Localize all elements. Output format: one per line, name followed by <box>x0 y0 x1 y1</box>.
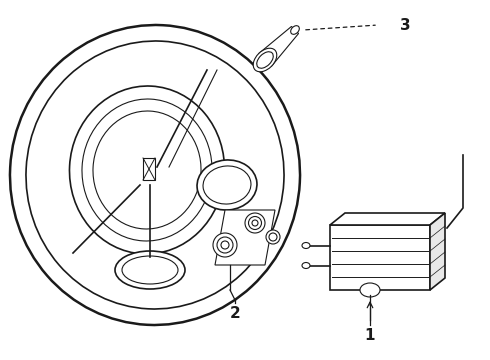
Polygon shape <box>430 213 445 290</box>
FancyBboxPatch shape <box>143 158 155 180</box>
Ellipse shape <box>217 237 233 253</box>
Polygon shape <box>259 27 298 66</box>
Ellipse shape <box>360 283 380 297</box>
Text: 3: 3 <box>400 18 411 32</box>
Ellipse shape <box>248 216 262 230</box>
Ellipse shape <box>197 160 257 210</box>
Ellipse shape <box>266 230 280 244</box>
Ellipse shape <box>10 25 300 325</box>
Polygon shape <box>330 213 445 225</box>
Ellipse shape <box>221 241 229 249</box>
Ellipse shape <box>291 26 299 34</box>
Polygon shape <box>215 210 275 265</box>
Ellipse shape <box>269 233 277 241</box>
Text: 2: 2 <box>230 306 241 320</box>
Ellipse shape <box>245 213 265 233</box>
Ellipse shape <box>70 86 224 254</box>
Ellipse shape <box>253 48 277 72</box>
Ellipse shape <box>213 233 237 257</box>
Ellipse shape <box>252 220 258 226</box>
Polygon shape <box>330 225 430 290</box>
Ellipse shape <box>257 52 273 68</box>
Ellipse shape <box>115 251 185 289</box>
Ellipse shape <box>302 243 310 248</box>
Ellipse shape <box>302 262 310 269</box>
Text: 1: 1 <box>365 328 375 342</box>
